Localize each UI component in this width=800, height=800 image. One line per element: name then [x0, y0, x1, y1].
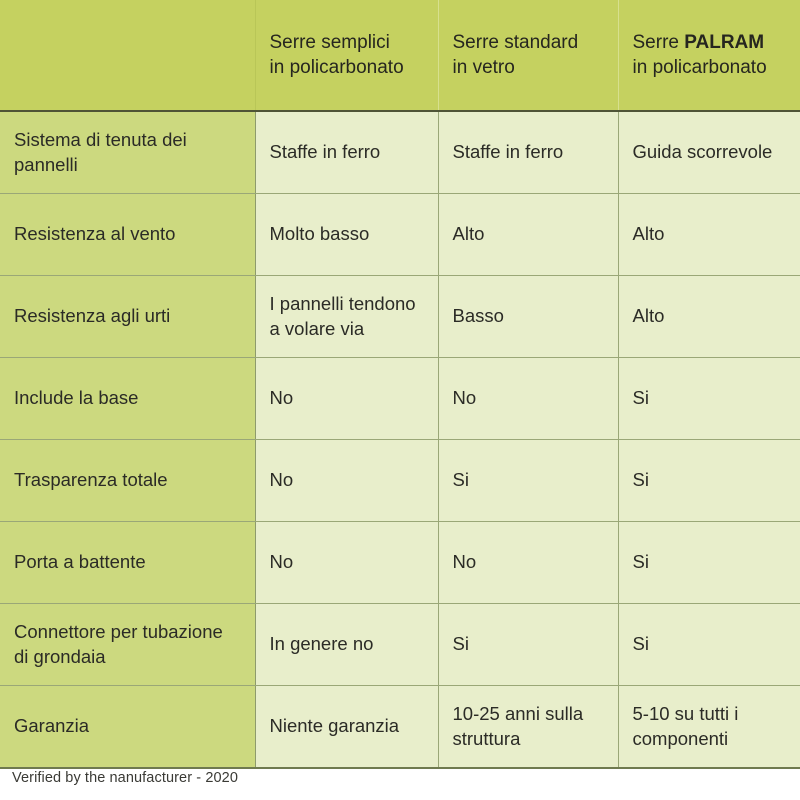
header-line-1: Serre PALRAM [633, 30, 787, 55]
table-header: Serre semplici in policarbonato Serre st… [0, 0, 800, 112]
header-prefix: Serre [632, 31, 685, 53]
header-cell-empty [0, 0, 256, 112]
cell-serre-semplici: Staffe in ferro [255, 111, 439, 194]
cell-serre-palram: Guida scorrevole [618, 111, 800, 194]
header-line-1: Serre standard [452, 31, 579, 53]
header-line-2: in policarbonato [632, 57, 767, 78]
verification-footnote: Verified by the nanufacturer - 2020 [12, 770, 238, 786]
cell-serre-palram: Si [618, 603, 800, 686]
cell-serre-palram: Alto [618, 275, 800, 358]
row-label: Sistema di tenuta dei pannelli [0, 111, 256, 194]
cell-serre-semplici: Molto basso [255, 193, 439, 276]
brand-name-palram: PALRAM [684, 31, 765, 53]
cell-serre-standard: No [438, 521, 619, 604]
cell-serre-semplici: Niente garanzia [255, 685, 439, 769]
cell-serre-standard: Si [438, 439, 619, 522]
cell-serre-palram: Si [618, 521, 800, 604]
greenhouse-comparison-table: Serre semplici in policarbonato Serre st… [0, 0, 800, 769]
cell-serre-semplici: No [255, 357, 439, 440]
table-row: Garanzia Niente garanzia 10-25 anni sull… [0, 685, 800, 769]
table-row: Porta a battente No No Si [0, 521, 800, 604]
row-label: Resistenza al vento [0, 193, 256, 276]
row-label: Trasparenza totale [0, 439, 256, 522]
table-row: Resistenza al vento Molto basso Alto Alt… [0, 193, 800, 276]
header-cell-serre-standard: Serre standard in vetro [438, 0, 619, 112]
cell-serre-semplici: No [255, 521, 439, 604]
header-cell-serre-palram: Serre PALRAM in policarbonato [618, 0, 800, 112]
cell-serre-semplici: No [255, 439, 439, 522]
table-row: Include la base No No Si [0, 357, 800, 440]
header-row: Serre semplici in policarbonato Serre st… [0, 0, 800, 112]
row-label: Porta a battente [0, 521, 256, 604]
row-label: Include la base [0, 357, 256, 440]
cell-serre-palram: 5-10 su tutti i componenti [618, 685, 800, 769]
header-line-2: in vetro [452, 57, 515, 78]
cell-serre-standard: Si [438, 603, 619, 686]
cell-serre-standard: No [438, 357, 619, 440]
table-row: Sistema di tenuta dei pannelli Staffe in… [0, 111, 800, 194]
cell-serre-standard: Alto [438, 193, 619, 276]
table-row: Resistenza agli urti I pannelli tendono … [0, 275, 800, 358]
cell-serre-standard: Basso [438, 275, 619, 358]
row-label: Connettore per tubazione di grondaia [0, 603, 256, 686]
header-cell-serre-semplici: Serre semplici in policarbonato [255, 0, 439, 112]
table-row: Trasparenza totale No Si Si [0, 439, 800, 522]
header-line-1: Serre semplici [269, 31, 390, 53]
table-row: Connettore per tubazione di grondaia In … [0, 603, 800, 686]
row-label: Garanzia [0, 685, 256, 769]
cell-serre-palram: Si [618, 357, 800, 440]
cell-serre-semplici: In genere no [255, 603, 439, 686]
row-label: Resistenza agli urti [0, 275, 256, 358]
table-body: Sistema di tenuta dei pannelli Staffe in… [0, 111, 800, 769]
cell-serre-palram: Si [618, 439, 800, 522]
cell-serre-standard: Staffe in ferro [438, 111, 619, 194]
header-line-2: in policarbonato [269, 57, 404, 78]
cell-serre-semplici: I pannelli tendono a volare via [255, 275, 439, 358]
cell-serre-standard: 10-25 anni sulla struttura [438, 685, 619, 769]
cell-serre-palram: Alto [618, 193, 800, 276]
